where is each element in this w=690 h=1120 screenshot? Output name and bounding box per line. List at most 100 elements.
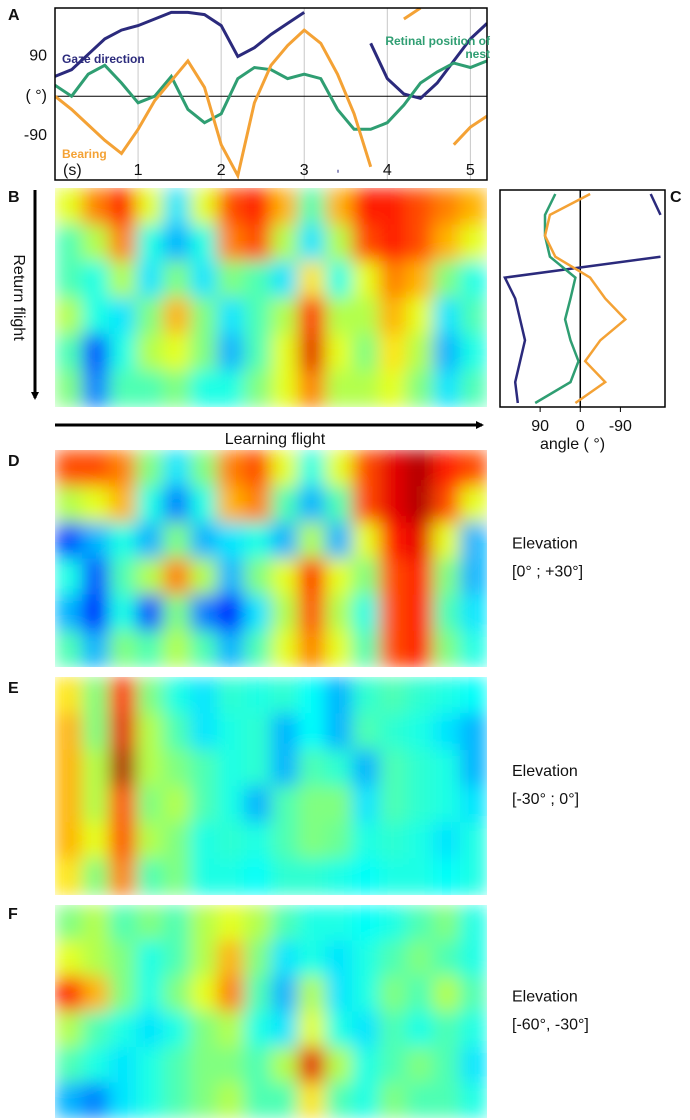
heatmap-cell [379,188,407,225]
heatmap-cell [163,940,191,977]
heatmap-cell [190,749,218,787]
heatmap-cell [352,450,380,487]
heatmap-cell [271,677,299,714]
heatmap-cell [190,261,218,298]
heatmap-cell [406,450,434,487]
heatmap-cell [82,522,110,559]
heatmap-cell [460,334,487,371]
heatmap-cell [352,822,380,860]
heatmap-cell [325,261,353,298]
heatmap-cell [217,1011,245,1048]
heatmap-cell [109,188,137,225]
heatmap-cell [55,450,83,487]
heatmap-cell [271,713,299,751]
heatmap-cell [406,786,434,823]
heatmap-cell [136,558,164,596]
heatmap-cell [55,749,83,787]
y-tick-label: -90 [24,127,47,144]
heatmap-cell [325,558,353,596]
heatmap-cell [163,786,191,823]
heatmap-cell [271,1082,299,1118]
heatmap-cell [298,976,326,1012]
heatmap-cell [136,297,164,335]
heatmap-cell [82,940,110,977]
heatmap-cell [352,370,380,407]
panel-letter: C [670,189,682,206]
heatmap-cell [298,261,326,298]
heatmap-cell [82,297,110,335]
heatmap-cell [433,1011,461,1048]
heatmap-cell [298,486,326,523]
heatmap-cell [325,749,353,787]
heatmap-cell [190,858,218,895]
heatmap-cell [55,1082,83,1118]
heatmap-cell [325,786,353,823]
heatmap-cell [460,630,487,667]
heatmap-cell [163,224,191,262]
heatmap-cell [271,370,299,407]
heatmap-cell [460,486,487,523]
heatmap-cell [406,594,434,632]
heatmap-cell [163,450,191,487]
heatmap-cell [352,1011,380,1048]
heatmap-cell [460,450,487,487]
heatmap [55,188,487,407]
elevation-range: [0° ; +30°] [512,564,583,581]
heatmap-cell [244,558,272,596]
heatmap-cell [325,486,353,523]
x-tick-label: -90 [609,418,632,435]
heatmap-cell [352,786,380,823]
heatmap-cell [109,786,137,823]
heatmap-cell [217,858,245,895]
heatmap-cell [163,749,191,787]
heatmap-cell [244,976,272,1012]
heatmap-cell [460,905,487,941]
heatmap-cell [163,677,191,714]
heatmap-cell [325,334,353,371]
heatmap-cell [433,297,461,335]
panel-letter: E [8,680,19,697]
heatmap-cell [163,486,191,523]
heatmap-cell [379,940,407,977]
heatmap-cell [433,976,461,1012]
heatmap-cell [55,1011,83,1048]
heatmap-cell [217,188,245,225]
heatmap-cell [82,558,110,596]
heatmap-cell [217,224,245,262]
x-tick-label: 5 [466,162,475,179]
heatmap-cell [433,630,461,667]
panel-letter: A [8,7,20,24]
heatmap-cell [406,630,434,667]
heatmap-cell [433,486,461,523]
heatmap-cell [217,558,245,596]
heatmap-cell [244,749,272,787]
heatmap-cell [55,558,83,596]
heatmap-cell [217,822,245,860]
heatmap-cell [109,749,137,787]
heatmap-cell [244,858,272,895]
heatmap-cell [460,370,487,407]
heatmap-cell [244,297,272,335]
heatmap-cell [352,858,380,895]
heatmap-cell [109,713,137,751]
heatmap-cell [271,1011,299,1048]
heatmap-cell [136,1011,164,1048]
heatmap-cell [433,749,461,787]
heatmap-cell [217,334,245,371]
heatmap-cell [352,630,380,667]
heatmap-cell [460,297,487,335]
heatmap-cell [460,713,487,751]
heatmap-cell [163,594,191,632]
heatmap-cell [433,858,461,895]
heatmap [55,905,487,1118]
elevation-range: [-30° ; 0°] [512,791,579,808]
heatmap-cell [163,822,191,860]
heatmap-cell [217,486,245,523]
x-axis-label: angle ( °) [540,436,605,453]
heatmap-cell [244,224,272,262]
heatmap-cell [55,261,83,298]
heatmap-cell [379,450,407,487]
heatmap-cell [460,188,487,225]
heatmap-cell [82,749,110,787]
heatmap-cell [217,297,245,335]
